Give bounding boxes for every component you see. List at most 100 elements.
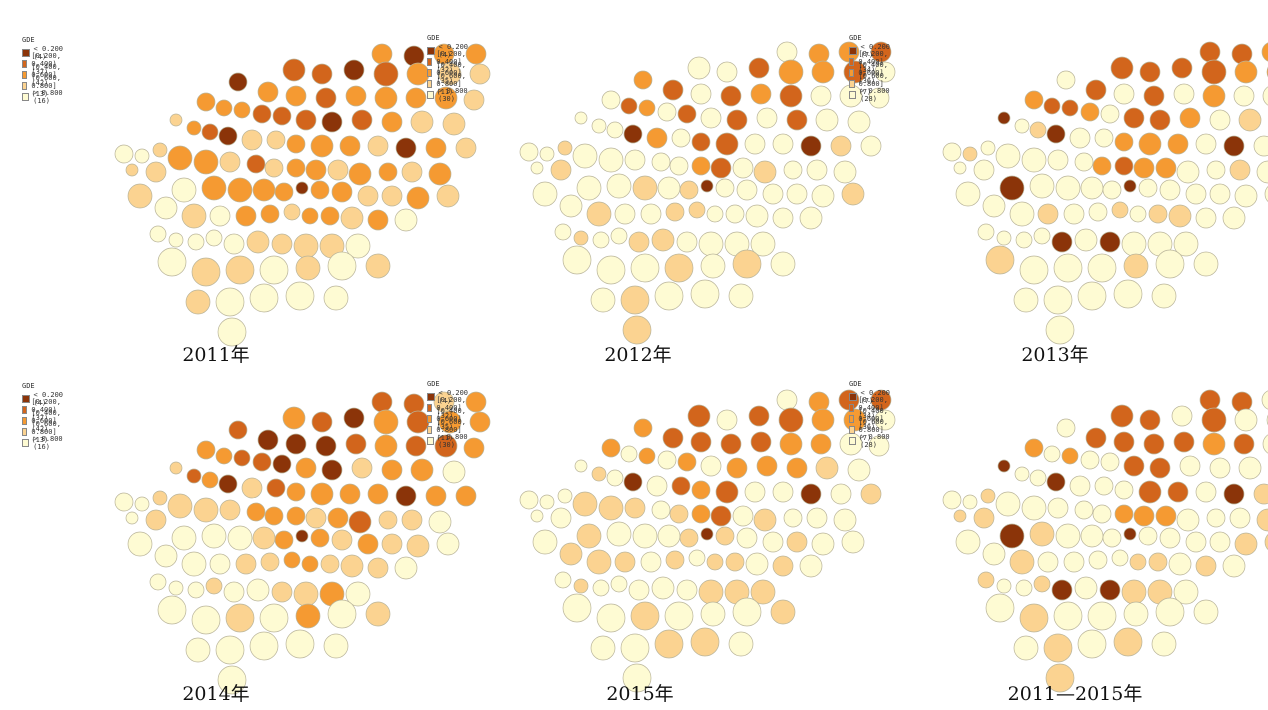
region-circle	[295, 181, 309, 195]
region-circle	[748, 57, 770, 79]
legend-label: [0.200, 0.400] (32)	[436, 49, 466, 74]
region-circle	[973, 159, 995, 181]
region-circle	[252, 178, 276, 202]
region-circle	[530, 161, 544, 175]
legend-label: > 0.800 (30)	[438, 86, 468, 103]
region-circle	[394, 208, 418, 232]
region-circle	[241, 129, 263, 151]
region-circle	[305, 507, 327, 529]
region-circle	[620, 285, 650, 315]
region-circle	[187, 581, 205, 599]
region-circle	[1056, 70, 1076, 90]
region-circle	[559, 194, 583, 218]
legend-swatch	[849, 46, 857, 55]
region-circle	[1100, 452, 1120, 472]
region-circle	[1206, 160, 1226, 180]
region-circle	[395, 137, 417, 159]
region-circle	[252, 452, 272, 472]
region-circle	[264, 506, 284, 526]
region-circle	[628, 231, 650, 253]
region-circle	[327, 251, 357, 281]
region-circle	[688, 201, 706, 219]
region-circle	[373, 61, 399, 87]
region-circle	[1092, 504, 1112, 524]
legend-item: < 0.200 (4)	[22, 390, 66, 407]
region-circle	[874, 61, 896, 83]
region-circle	[1173, 431, 1195, 453]
region-circle	[786, 109, 808, 131]
region-circle	[592, 579, 610, 597]
region-circle	[1148, 204, 1168, 224]
region-circle	[868, 87, 890, 109]
legend-label: < 0.200 (4)	[33, 390, 64, 407]
region-circle	[228, 72, 248, 92]
legend-label: [0.200, 0.400] (34)	[858, 49, 888, 74]
legend-label: [0.600, 0.800] (7)	[858, 71, 889, 96]
legend-item: [0.200, 0.400] (32)	[427, 396, 471, 420]
region-circle	[406, 186, 430, 210]
region-circle	[519, 142, 539, 162]
legend-item: [0.200, 0.400] (34)	[849, 50, 893, 74]
legend-label: [0.200, 0.400] (34)	[858, 395, 888, 420]
region-circle	[808, 43, 830, 65]
region-circle	[193, 149, 219, 175]
region-circle	[348, 162, 372, 186]
region-circle	[394, 556, 418, 580]
legend-swatch	[849, 57, 855, 66]
region-circle	[1043, 633, 1073, 663]
region-circle	[977, 223, 995, 241]
region-circle	[215, 287, 245, 317]
legend-label: [0.200, 0.400] (32)	[436, 395, 466, 420]
legend-label: < 0.200 (4)	[438, 388, 469, 405]
region-circle	[1168, 204, 1192, 228]
region-circle	[598, 147, 624, 173]
region-circle	[463, 437, 485, 459]
region-circle	[662, 427, 684, 449]
region-circle	[1209, 109, 1231, 131]
region-circle	[811, 532, 835, 556]
region-circle	[586, 549, 612, 575]
region-circle	[720, 433, 742, 455]
region-circle	[1179, 107, 1201, 129]
region-circle	[286, 482, 306, 502]
region-circle	[772, 207, 794, 229]
region-circle	[233, 101, 251, 119]
region-circle	[395, 485, 417, 507]
region-circle	[1229, 507, 1251, 529]
region-circle	[671, 476, 691, 496]
region-circle	[1234, 184, 1258, 208]
region-circle	[557, 488, 573, 504]
region-circle	[201, 175, 227, 201]
region-circle	[425, 485, 447, 507]
region-circle	[688, 549, 706, 567]
region-circle	[1261, 42, 1268, 62]
region-circle	[259, 603, 289, 633]
region-circle	[539, 494, 555, 510]
legend: GDE < 0.200 (4) [0.200, 0.400] (32) [0.4…	[427, 34, 471, 103]
region-circle	[345, 433, 367, 455]
region-circle	[622, 663, 652, 693]
region-circle	[638, 447, 656, 465]
region-circle	[700, 527, 714, 541]
region-circle	[750, 231, 776, 257]
region-circle	[630, 253, 660, 283]
region-circle	[572, 143, 598, 169]
legend-title: GDE	[22, 36, 35, 44]
region-circle	[357, 185, 379, 207]
region-circle	[977, 571, 995, 589]
region-circle	[1063, 551, 1085, 573]
region-circle	[646, 127, 668, 149]
region-circle	[1094, 476, 1114, 496]
region-circle	[1139, 61, 1161, 83]
legend-title: GDE	[849, 380, 862, 388]
legend-item: < 0.200 (4)	[22, 45, 66, 61]
region-circle	[1195, 555, 1217, 577]
region-circle	[157, 595, 187, 625]
region-circle	[633, 70, 653, 90]
region-circle	[985, 245, 1015, 275]
region-circle	[401, 509, 423, 531]
region-circle	[339, 135, 361, 157]
region-circle	[1085, 79, 1107, 101]
region-circle	[1087, 253, 1117, 283]
region-circle	[227, 525, 253, 551]
